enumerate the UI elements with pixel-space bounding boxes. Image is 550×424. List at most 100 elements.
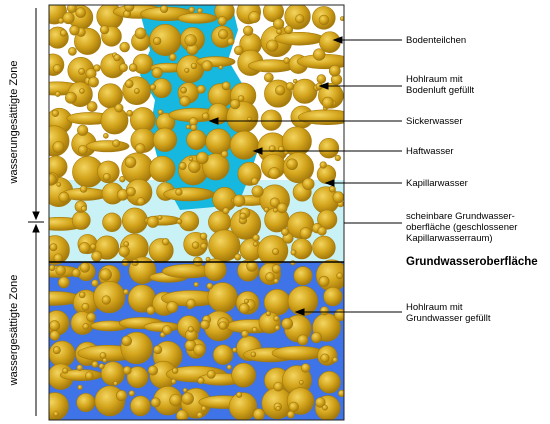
soil-grain <box>292 78 298 84</box>
soil-grain <box>199 232 208 241</box>
soil-grain <box>58 191 70 203</box>
soil-grain <box>271 264 282 274</box>
soil-grain <box>124 79 134 89</box>
soil-grain <box>132 53 154 75</box>
saturated-zone-label: wassergesättigte Zone <box>8 275 20 387</box>
soil-grain <box>71 268 81 278</box>
soil-grain <box>119 176 126 183</box>
soil-grain <box>188 6 196 14</box>
label-haftwasser: Haftwasser <box>406 146 454 157</box>
soil-grain <box>49 173 57 186</box>
soil-grain <box>118 245 130 258</box>
soil-grain <box>119 41 130 53</box>
soil-grain <box>79 262 91 273</box>
soil-grain <box>152 36 162 46</box>
soil-grain <box>91 360 99 368</box>
soil-grain <box>166 301 179 313</box>
soil-grain <box>196 411 203 419</box>
soil-grain <box>181 392 194 405</box>
soil-grain <box>252 234 260 242</box>
soil-grain <box>293 266 313 286</box>
soil-grain <box>118 63 128 73</box>
soil-grain <box>49 125 70 157</box>
soil-grain <box>55 265 66 276</box>
soil-profile-border <box>48 4 345 421</box>
soil-grain <box>246 260 258 272</box>
soil-grain <box>197 7 203 14</box>
soil-grain <box>89 243 97 250</box>
soil-grain <box>101 295 111 305</box>
soil-grain <box>200 405 207 412</box>
soil-grain <box>260 109 282 131</box>
soil-grain <box>52 64 62 74</box>
soil-grain <box>201 112 210 121</box>
soil-grain <box>218 65 224 70</box>
soil-grain <box>231 362 256 388</box>
soil-grain <box>239 212 247 220</box>
soil-grain <box>265 310 272 317</box>
soil-grain <box>143 321 181 332</box>
soil-grain <box>283 57 291 64</box>
soil-grain <box>274 31 325 46</box>
soil-profile <box>49 5 344 420</box>
soil-grain <box>151 67 163 79</box>
soil-grain <box>69 25 80 36</box>
soil-grain <box>77 124 89 136</box>
soil-grain <box>184 67 190 73</box>
soil-grain <box>182 387 188 393</box>
soil-grain <box>113 380 119 386</box>
soil-grain <box>176 218 183 225</box>
soil-grain <box>203 258 227 282</box>
soil-grain <box>97 160 120 184</box>
soil-grain <box>136 197 146 206</box>
soil-grain <box>100 106 129 135</box>
soil-grain <box>171 367 179 374</box>
soil-grain <box>64 91 77 104</box>
soil-grain <box>126 186 136 197</box>
label-kapillarwasser: Kapillarwasser <box>406 178 468 189</box>
soil-grain <box>99 25 110 35</box>
soil-grain <box>276 28 283 35</box>
soil-grain <box>286 158 298 171</box>
soil-grain <box>169 393 182 407</box>
soil-grain <box>115 390 128 402</box>
soil-grain <box>285 82 295 91</box>
soil-grain <box>196 84 206 94</box>
soil-grain <box>221 81 231 91</box>
soil-grain <box>81 302 90 311</box>
soil-grain <box>88 76 99 88</box>
soil-grain <box>250 177 259 186</box>
soil-grain <box>184 34 197 47</box>
soil-grain <box>212 344 234 365</box>
soil-grain <box>193 343 206 357</box>
soil-grain <box>271 345 325 361</box>
soil-grain <box>248 11 261 24</box>
soil-grain <box>275 85 286 96</box>
soil-grain <box>185 124 191 130</box>
soil-grain <box>228 392 258 420</box>
soil-grain <box>226 364 232 370</box>
soil-grain <box>54 91 61 97</box>
soil-grain <box>80 205 87 212</box>
soil-grain <box>297 334 309 346</box>
soil-grain <box>147 365 158 376</box>
soil-grain <box>318 137 340 159</box>
soil-grain <box>79 88 85 94</box>
soil-grain <box>217 16 227 26</box>
soil-grain <box>197 376 205 385</box>
soil-grain <box>284 25 294 35</box>
soil-grain <box>247 116 252 122</box>
soil-grain <box>82 323 90 330</box>
soil-grain <box>114 103 124 113</box>
soil-grain <box>265 272 275 282</box>
soil-grain <box>62 367 69 374</box>
soil-grain <box>100 361 125 386</box>
soil-grain <box>52 346 61 355</box>
soil-grain <box>68 47 77 56</box>
soil-grain <box>229 130 259 160</box>
soil-grain <box>186 129 207 150</box>
soil-grain <box>318 14 330 26</box>
soil-grain <box>238 303 250 314</box>
soil-grain <box>178 162 187 170</box>
soil-grain <box>179 95 191 107</box>
